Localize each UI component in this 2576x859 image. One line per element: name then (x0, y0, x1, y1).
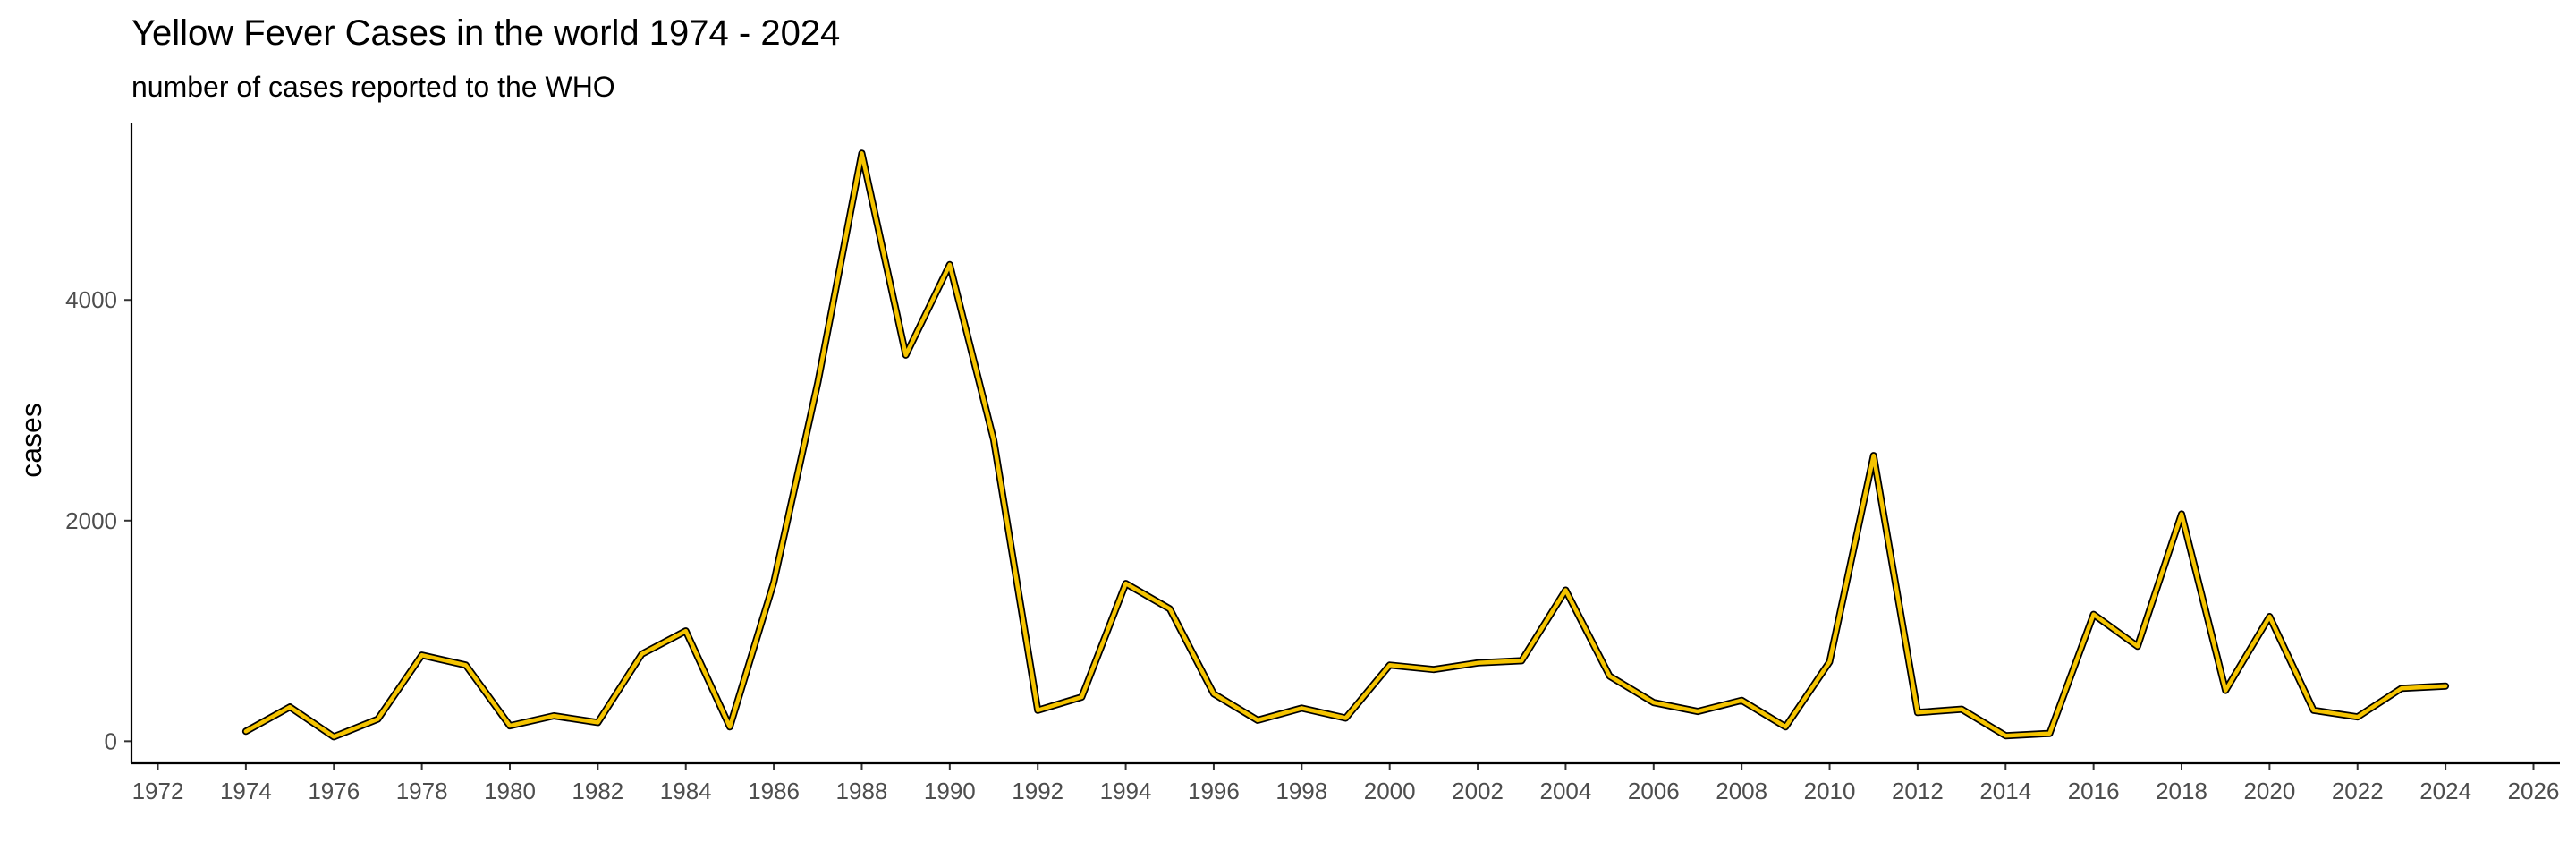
x-tick-label: 2016 (2068, 778, 2120, 804)
x-tick-label: 1984 (660, 778, 712, 804)
x-tick-label: 2006 (1628, 778, 1680, 804)
x-tick-label: 1996 (1188, 778, 1240, 804)
y-tick-label: 2000 (65, 507, 117, 534)
y-axis-title: cases (15, 403, 47, 478)
x-tick-label: 2002 (1452, 778, 1504, 804)
x-tick-label: 1994 (1100, 778, 1152, 804)
x-tick-label: 2004 (1540, 778, 1592, 804)
x-tick-label: 2020 (2243, 778, 2295, 804)
x-tick-label: 1998 (1275, 778, 1327, 804)
x-tick-label: 1978 (396, 778, 448, 804)
y-tick-label: 0 (105, 727, 117, 754)
x-tick-label: 1990 (924, 778, 976, 804)
x-tick-label: 1976 (308, 778, 360, 804)
series-line-outline (242, 149, 2450, 741)
x-tick-label: 1988 (836, 778, 888, 804)
x-tick-label: 2022 (2332, 778, 2384, 804)
x-tick-label: 2024 (2419, 778, 2471, 804)
x-tick-label: 2026 (2508, 778, 2560, 804)
x-tick-label: 2008 (1716, 778, 1767, 804)
x-tick-label: 1974 (220, 778, 272, 804)
series-layer (242, 149, 2450, 741)
y-tick-label: 4000 (65, 286, 117, 313)
x-tick-label: 1986 (748, 778, 800, 804)
series-line (243, 151, 2448, 739)
x-tick-label: 2000 (1364, 778, 1416, 804)
x-tick-label: 2010 (1804, 778, 1856, 804)
y-axis-ticks: 0 2000 4000 (65, 286, 131, 754)
x-tick-label: 1980 (484, 778, 536, 804)
x-tick-label: 1972 (132, 778, 184, 804)
x-tick-label: 2012 (1892, 778, 1944, 804)
x-axis-ticks: 1972 1974 1976 1978 1980 1982 1984 1986 1988 1990… (132, 763, 2560, 804)
chart-title: Yellow Fever Cases in the world 1974 - 2… (131, 13, 840, 53)
x-tick-label: 2014 (1979, 778, 2031, 804)
x-tick-label: 2018 (2156, 778, 2207, 804)
chart-subtitle: number of cases reported to the WHO (131, 71, 615, 103)
x-tick-label: 1982 (572, 778, 623, 804)
x-tick-label: 1992 (1012, 778, 1063, 804)
